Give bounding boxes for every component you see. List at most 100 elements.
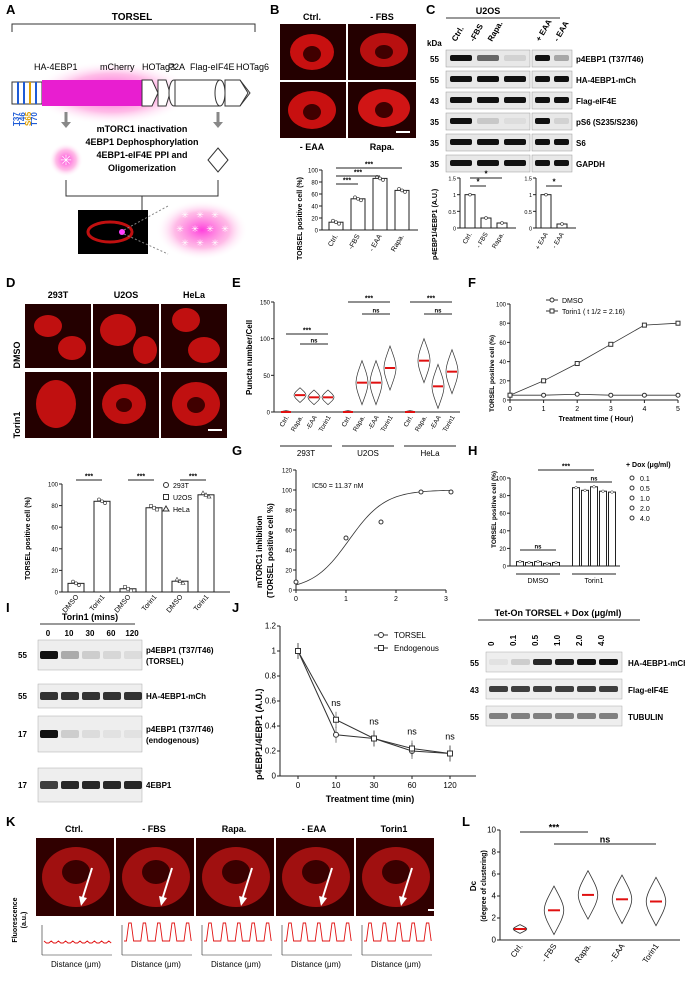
x-tick-label: - EAA <box>551 231 566 250</box>
y-tick-label: 20 <box>499 547 506 553</box>
data-point <box>200 490 206 495</box>
data-point <box>447 750 453 757</box>
g-ic50: IC50 = 11.37 nM <box>312 483 364 490</box>
sig-label: *** <box>303 328 311 335</box>
k-arrow-icon <box>159 896 167 906</box>
y-tick-label: 1.2 <box>265 622 277 631</box>
k-profile-line <box>43 940 112 944</box>
blot-band <box>477 160 499 166</box>
d-col-293t: 293T <box>48 290 69 300</box>
blot-band <box>477 76 499 82</box>
y-tick-label: 0.5 <box>448 210 456 216</box>
y-tick-label: 0.2 <box>265 747 277 756</box>
data-point <box>544 192 548 197</box>
y-tick-label: 0 <box>503 399 507 405</box>
data-point <box>177 578 183 583</box>
blot-band <box>103 781 121 789</box>
x-tick-label: Torin1 <box>141 594 159 613</box>
group-label: U2OS <box>357 449 379 458</box>
data-point <box>536 560 540 564</box>
legend-marker <box>629 475 635 481</box>
x-tick-label: 3 <box>444 596 448 603</box>
label-ha-4ebp1: HA-4EBP1 <box>34 62 78 72</box>
data-point <box>574 361 580 367</box>
x-tick-label: 30 <box>370 781 379 790</box>
blot-row-sublabel: (endogenous) <box>146 736 199 745</box>
k-nucleus <box>382 860 410 884</box>
data-point <box>541 378 547 384</box>
lane-label: 10 <box>65 629 74 638</box>
legend-label: 4.0 <box>640 516 650 523</box>
data-point <box>507 392 513 398</box>
bar <box>197 494 215 593</box>
label-mcherry: mCherry <box>100 62 135 72</box>
svg-text:✳: ✳ <box>191 224 199 234</box>
y-tick-label: 100 <box>260 337 271 343</box>
data-point <box>592 485 596 489</box>
site-t70: T70 <box>30 112 39 126</box>
panel-letter-j: J <box>232 600 239 615</box>
bar <box>599 490 607 567</box>
d-legend-293t: 293T <box>173 483 190 490</box>
kda-marker: 55 <box>430 76 439 85</box>
data-point <box>206 493 212 499</box>
x-tick-label: -EAA <box>305 414 319 431</box>
k-arrow-shaft <box>321 867 333 901</box>
kda-marker: 55 <box>18 692 27 701</box>
data-point <box>343 535 349 541</box>
blot-band <box>577 686 596 692</box>
data-point <box>583 488 587 492</box>
y-tick-label: 0 <box>492 936 497 945</box>
g-ylabel-2: (TORSEL positive cell %) <box>266 503 275 598</box>
blot-strip <box>531 112 573 131</box>
kda-marker: 55 <box>470 713 479 722</box>
blot-row-label: Flag-eIF4E <box>628 686 669 695</box>
k-nucleus <box>302 860 330 884</box>
data-point <box>518 560 522 564</box>
y-tick-label: 0 <box>272 772 277 781</box>
y-tick-label: 0 <box>267 411 271 417</box>
panel-letter-d: D <box>6 275 15 290</box>
k-arrow-icon <box>399 896 407 906</box>
mcherry-block <box>42 80 142 106</box>
ha-4ebp1-block <box>11 81 43 105</box>
j-legend-endog: Endogenous <box>394 644 439 653</box>
lane-label: 0.1 <box>509 634 518 646</box>
data-point <box>409 745 415 752</box>
blot-strip <box>485 705 623 727</box>
data-point <box>149 504 153 508</box>
data-point <box>123 585 127 589</box>
legend-label: 2.0 <box>640 506 650 513</box>
blot-band <box>535 76 550 82</box>
lane-label: 4.0 <box>597 634 606 646</box>
k-xlabel: Distance (μm) <box>211 960 261 969</box>
data-point <box>400 188 404 193</box>
y-tick-label: 0.8 <box>265 672 277 681</box>
x-tick-label: -EAA <box>367 414 381 431</box>
y-tick-label: 100 <box>496 303 507 309</box>
lane-label: 30 <box>86 629 95 638</box>
data-point <box>448 489 454 495</box>
x-tick-label: 120 <box>443 781 457 790</box>
data-point <box>331 218 335 223</box>
y-tick-label: 0 <box>289 589 293 595</box>
blot-row-label: 4EBP1 <box>146 781 172 790</box>
y-tick-label: 60 <box>285 529 292 535</box>
data-point <box>378 519 384 525</box>
blot-band <box>450 160 472 166</box>
bar <box>590 486 598 567</box>
panel-letter-c: C <box>426 2 436 17</box>
sig-label: ns <box>310 339 318 345</box>
data-point <box>371 735 377 742</box>
blot-band <box>40 730 58 738</box>
blot-band <box>124 781 142 789</box>
b-ylabel: TORSEL positive cell (%) <box>297 177 304 260</box>
kda-marker: 35 <box>430 139 439 148</box>
ns-label: ns <box>445 732 455 742</box>
chart-j: 0 0.2 0.4 0.6 0.8 1 1.2 0 10 30 60 120 ns ns ns ns <box>265 622 476 790</box>
blot-band <box>511 686 530 692</box>
y-tick-label: 0 <box>315 229 319 235</box>
